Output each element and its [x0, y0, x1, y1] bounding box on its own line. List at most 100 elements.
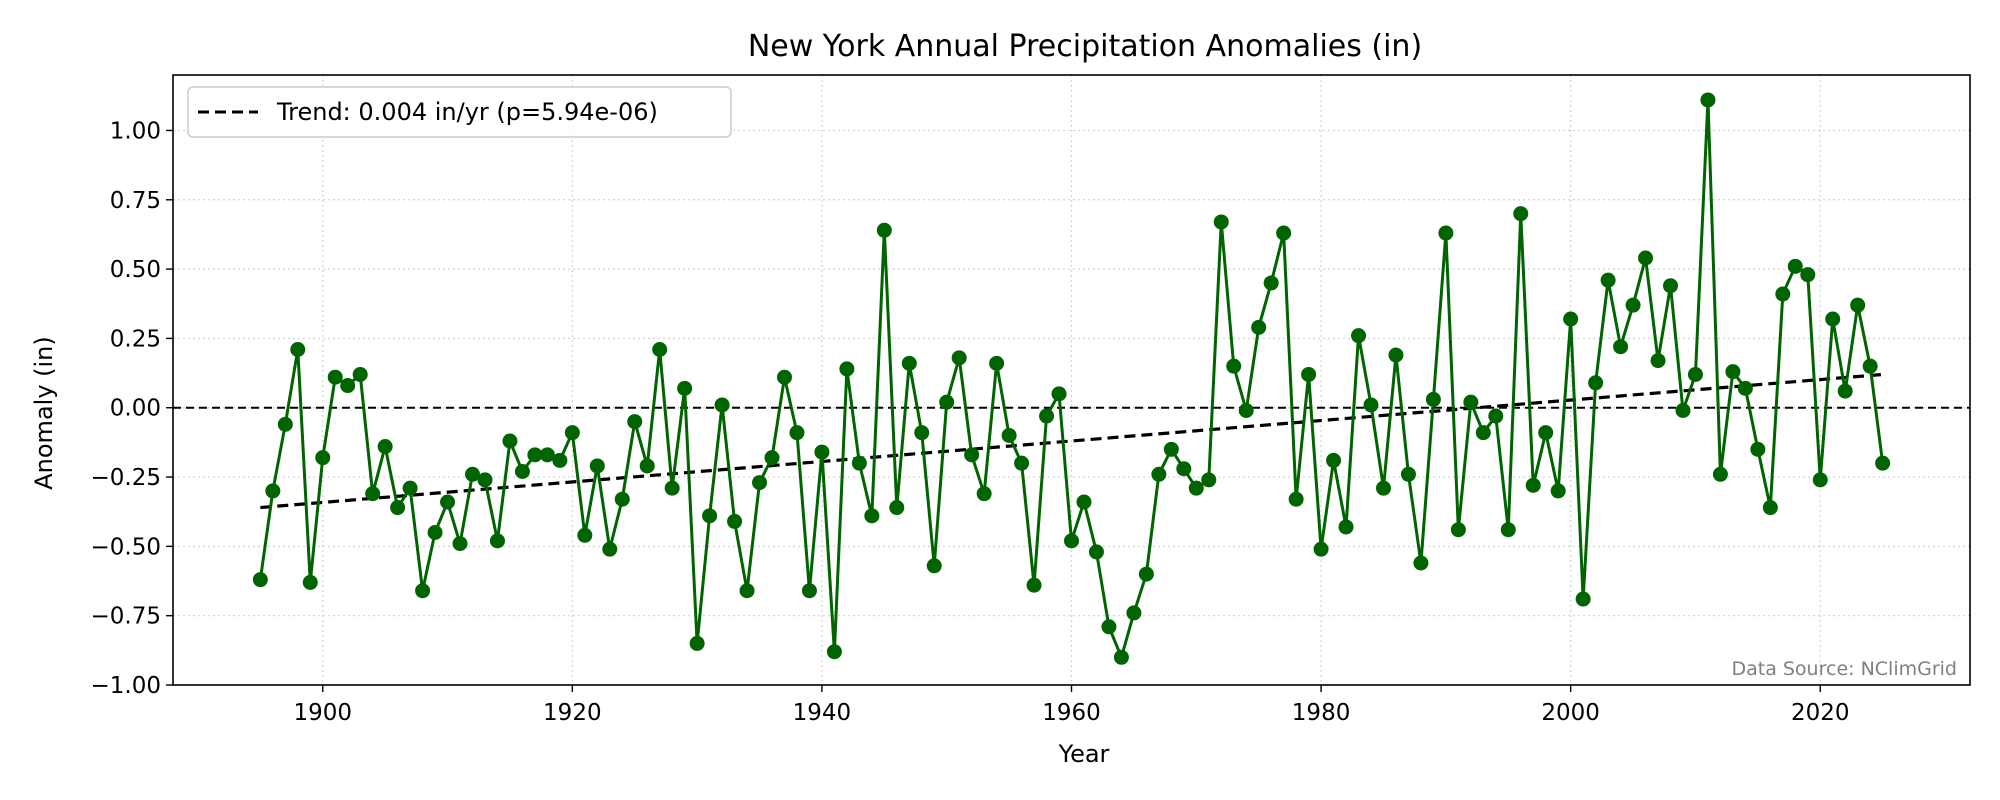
data-point — [1712, 466, 1728, 482]
x-tick-label: 2020 — [1791, 700, 1850, 726]
legend-trend-label: Trend: 0.004 in/yr (p=5.94e-06) — [276, 98, 658, 126]
data-point — [1338, 519, 1354, 535]
data-point — [514, 464, 530, 479]
data-point — [926, 558, 942, 574]
data-point — [589, 458, 605, 474]
data-point — [527, 447, 543, 463]
data-point — [1251, 319, 1267, 335]
data-point — [1500, 522, 1516, 538]
data-point — [1812, 472, 1828, 488]
data-point — [502, 433, 518, 449]
data-point — [1151, 466, 1167, 482]
data-point — [752, 475, 768, 491]
data-point — [627, 414, 643, 430]
data-point — [1138, 566, 1154, 582]
data-point — [1326, 452, 1342, 468]
data-point — [1176, 461, 1192, 477]
data-point — [1375, 480, 1391, 496]
data-point — [415, 583, 431, 599]
data-point — [1687, 366, 1703, 382]
data-point — [614, 491, 630, 507]
data-point — [914, 425, 930, 441]
y-tick-label: 0.00 — [110, 396, 161, 422]
data-point — [1201, 472, 1217, 488]
data-point — [1238, 403, 1254, 418]
y-tick-label: −0.50 — [91, 534, 161, 560]
data-point — [901, 355, 917, 371]
data-point — [340, 378, 356, 394]
y-tick-label: 1.00 — [110, 118, 161, 144]
data-point — [1588, 375, 1604, 391]
x-tick-label: 2000 — [1541, 700, 1600, 726]
series-layer — [252, 92, 1891, 665]
data-point — [552, 452, 568, 468]
data-point — [1163, 441, 1179, 457]
data-point — [1513, 206, 1529, 222]
legend: Trend: 0.004 in/yr (p=5.94e-06) — [187, 86, 732, 138]
data-point — [402, 480, 418, 496]
data-point — [1563, 311, 1579, 327]
data-point — [1762, 500, 1778, 516]
data-point — [839, 361, 855, 377]
x-tick-label: 1900 — [293, 700, 352, 726]
data-point — [1188, 480, 1204, 496]
data-point — [1301, 366, 1317, 382]
data-point — [1800, 267, 1816, 283]
data-point — [976, 486, 992, 502]
data-point — [702, 508, 718, 524]
data-point — [1775, 286, 1791, 302]
y-tick-label: 0.50 — [110, 257, 161, 283]
y-tick-label: −0.25 — [91, 465, 161, 491]
data-point — [1650, 353, 1666, 369]
data-point — [1725, 364, 1741, 380]
x-tick-label: 1980 — [1292, 700, 1351, 726]
data-point — [689, 635, 705, 651]
data-point — [652, 342, 668, 357]
data-point — [864, 508, 880, 524]
data-point — [1550, 483, 1566, 499]
data-point — [1613, 339, 1629, 355]
data-point — [1363, 397, 1379, 413]
data-point — [440, 494, 456, 510]
data-point — [1388, 347, 1404, 363]
data-point — [1575, 591, 1591, 607]
data-point — [1463, 394, 1479, 410]
data-point — [951, 350, 967, 366]
data-point — [564, 425, 580, 441]
data-point — [1600, 272, 1616, 288]
data-point — [1862, 358, 1878, 374]
data-point — [277, 416, 293, 432]
data-point — [851, 455, 867, 471]
data-point — [989, 355, 1005, 371]
data-point — [1113, 649, 1129, 665]
y-tick-label: −0.75 — [91, 604, 161, 630]
data-point — [1538, 425, 1554, 441]
data-point — [477, 472, 493, 488]
data-point — [315, 450, 331, 466]
data-point — [1014, 455, 1030, 471]
data-point — [302, 574, 318, 590]
data-point — [1825, 311, 1841, 327]
data-point — [1750, 441, 1766, 457]
data-point — [290, 342, 306, 357]
data-point — [964, 447, 980, 463]
data-point — [365, 486, 381, 502]
data-point — [1850, 297, 1866, 313]
data-point — [1425, 391, 1441, 407]
data-point — [1875, 455, 1891, 471]
data-point — [1001, 427, 1017, 443]
data-point — [776, 369, 792, 385]
data-point — [1263, 275, 1279, 291]
data-point — [1450, 522, 1466, 538]
data-point — [789, 425, 805, 441]
data-point — [1837, 383, 1853, 399]
data-point — [265, 483, 281, 499]
data-point — [452, 536, 468, 552]
data-point — [1413, 555, 1429, 571]
grid — [173, 75, 1970, 686]
data-point — [1064, 533, 1079, 549]
x-tick-label: 1960 — [1042, 700, 1101, 726]
data-point — [1638, 250, 1654, 266]
data-point — [352, 366, 368, 382]
data-point — [1737, 380, 1753, 396]
